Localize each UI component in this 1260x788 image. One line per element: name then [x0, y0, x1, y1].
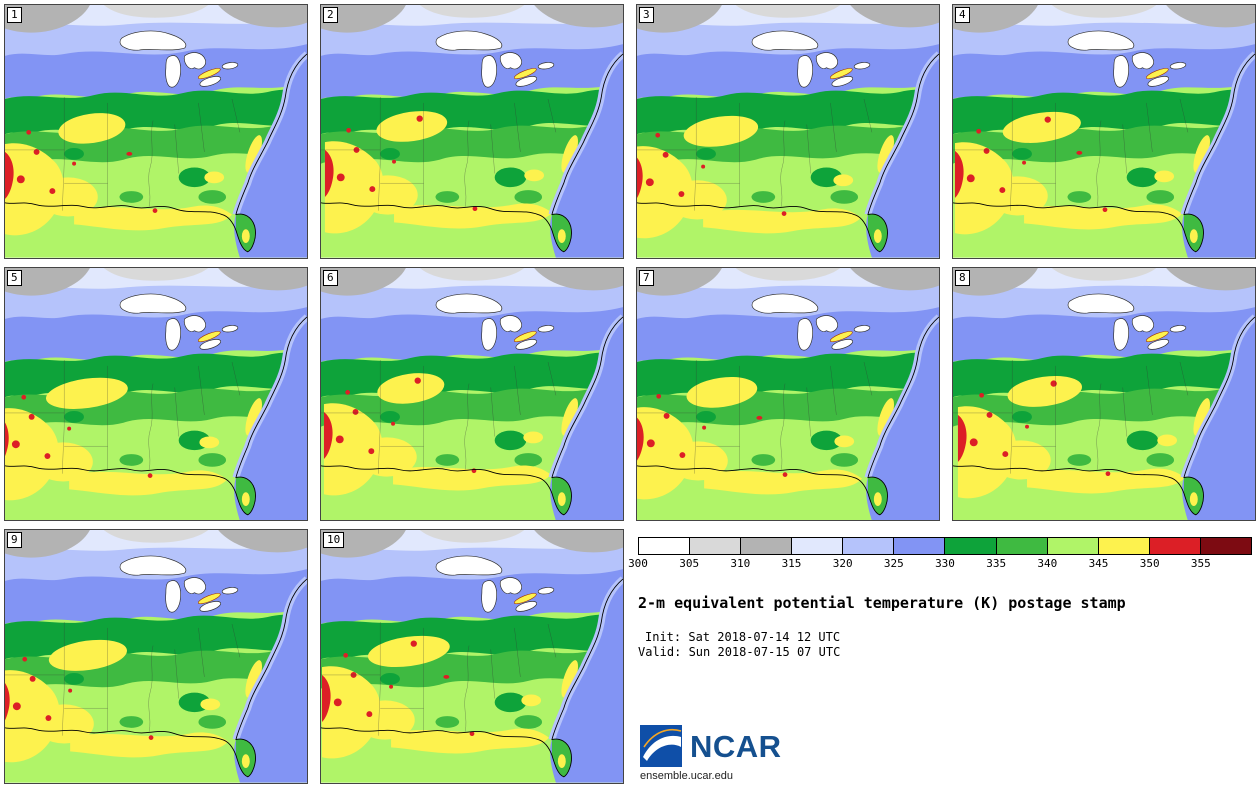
colorbar-cell — [741, 538, 793, 555]
map-panel: 8 — [952, 266, 1256, 522]
ensemble-url: ensemble.ucar.edu — [640, 770, 733, 782]
map-image — [637, 5, 939, 258]
colorbar-tick-label: 315 — [781, 557, 802, 571]
map-image — [321, 530, 623, 783]
map-panel: 10 — [320, 529, 624, 784]
map-image — [5, 5, 307, 258]
map-image — [321, 5, 623, 258]
valid-time-label: Valid: Sun 2018-07-15 07 UTC — [638, 645, 841, 660]
init-time-label: Init: Sat 2018-07-14 12 UTC — [645, 630, 841, 645]
panel-number-badge: 2 — [323, 7, 338, 23]
map-image — [5, 267, 307, 521]
colorbar-cell — [792, 538, 844, 555]
map-image — [953, 267, 1255, 521]
map-image — [5, 530, 307, 783]
colorbar-tick-label: 330 — [935, 557, 955, 571]
map-panel: 5 — [4, 266, 308, 522]
colorbar-tick-label: 300 — [628, 557, 648, 571]
colorbar-cell — [639, 538, 691, 555]
colorbar-tick-label: 310 — [730, 557, 751, 571]
ncar-logo: NCAR — [640, 725, 782, 767]
map-image — [321, 267, 623, 521]
panel-number-badge: 10 — [323, 532, 345, 549]
map-panel: 9 — [4, 529, 308, 784]
colorbar-cell — [690, 538, 742, 555]
ncar-swoosh-icon — [640, 725, 682, 767]
map-image — [953, 5, 1255, 258]
map-panel: 6 — [320, 266, 624, 522]
colorbar-cells — [638, 537, 1252, 556]
map-panel: 7 — [636, 266, 940, 522]
map-panel: 1 — [4, 4, 308, 259]
panel-number-badge: 6 — [323, 269, 338, 286]
colorbar-tick-labels: 300 305 310 315 320 325 330 335 340 345 350 355 — [628, 557, 1252, 572]
colorbar-tick-label: 345 — [1088, 557, 1109, 571]
panel-number-badge: 4 — [955, 7, 970, 23]
colorbar-cell — [945, 538, 997, 555]
colorbar-tick-label: 325 — [883, 557, 904, 571]
map-panel: 4 — [952, 4, 1256, 259]
panel-number-badge: 7 — [639, 269, 654, 286]
colorbar-tick-label: 320 — [832, 557, 853, 571]
colorbar-tick-label: 350 — [1139, 557, 1160, 571]
panel-number-badge: 5 — [7, 269, 22, 286]
time-info: Init: Sat 2018-07-14 12 UTC Valid: Sun 2… — [638, 630, 1252, 660]
colorbar-cell — [894, 538, 946, 555]
panel-number-badge: 9 — [7, 532, 22, 549]
map-image — [637, 267, 939, 521]
colorbar-tick-label: 355 — [1190, 557, 1211, 571]
map-panel: 3 — [636, 4, 940, 259]
colorbar-tick-label: 340 — [1037, 557, 1058, 571]
colorbar-cell — [1200, 538, 1251, 555]
ncar-wordmark: NCAR — [690, 728, 782, 764]
colorbar-cell — [1098, 538, 1150, 555]
branding-block: NCAR ensemble.ucar.edu — [640, 725, 782, 782]
colorbar-tick-label: 305 — [679, 557, 700, 571]
plot-title: 2-m equivalent potential temperature (K)… — [638, 594, 1126, 613]
colorbar-tick-label: 335 — [986, 557, 1007, 571]
map-panel: 2 — [320, 4, 624, 259]
colorbar: 300 305 310 315 320 325 330 335 340 345 350 355 — [628, 537, 1252, 572]
colorbar-cell — [843, 538, 895, 555]
panel-number-badge: 3 — [639, 7, 654, 23]
info-area: 300 305 310 315 320 325 330 335 340 345 350 355 2-m… — [628, 529, 1256, 784]
colorbar-cell — [996, 538, 1048, 555]
panel-number-badge: 8 — [955, 269, 970, 286]
colorbar-cell — [1149, 538, 1201, 555]
colorbar-cell — [1047, 538, 1099, 555]
panel-number-badge: 1 — [7, 7, 22, 23]
